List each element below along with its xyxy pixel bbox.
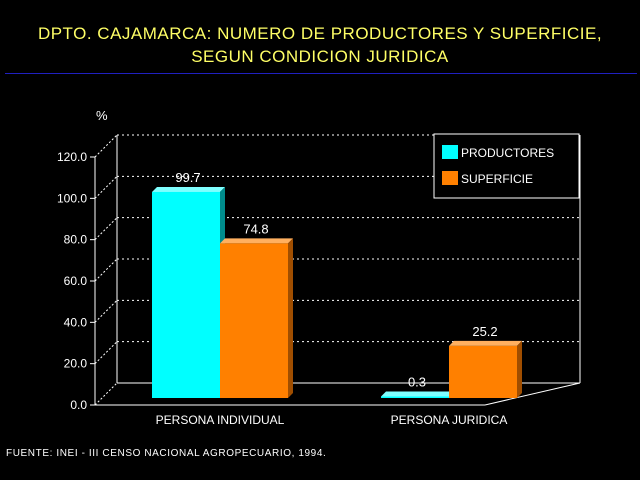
legend-swatch-0 — [442, 145, 458, 159]
grid-diagonal — [94, 341, 118, 365]
grid-diagonal — [94, 299, 118, 323]
y-tick-label: 60.0 — [64, 274, 88, 288]
legend-box — [433, 133, 580, 199]
legend-swatch-1 — [442, 171, 458, 185]
title-divider — [5, 73, 637, 74]
bar-1-1 — [449, 345, 517, 398]
bar-1-0 — [220, 243, 288, 398]
y-tick-label: 20.0 — [64, 357, 88, 371]
legend-label-1: SUPERFICIE — [461, 172, 533, 186]
y-tick-label: 40.0 — [64, 315, 88, 329]
bar-side-1-1 — [517, 340, 522, 398]
data-label: 0.3 — [408, 375, 426, 390]
bar-top-0-1 — [381, 391, 454, 397]
grid-diagonal — [94, 175, 118, 199]
title-line-1: DPTO. CAJAMARCA: NUMERO DE PRODUCTORES Y… — [37, 24, 603, 43]
bar-0-1 — [381, 396, 449, 398]
grid-diagonal — [94, 258, 118, 282]
y-tick-label: 80.0 — [64, 233, 88, 247]
bar-top-1-0 — [220, 238, 293, 244]
grid-diagonal — [94, 382, 118, 406]
source-note: FUENTE: INEI - III CENSO NACIONAL AGROPE… — [6, 448, 327, 459]
data-label: 74.8 — [243, 221, 268, 236]
bar-top-0-0 — [152, 186, 225, 192]
bar-top-1-1 — [449, 340, 522, 346]
y-axis-label: % — [96, 108, 108, 123]
data-label: 25.2 — [472, 324, 497, 339]
grid-diagonal — [94, 217, 118, 241]
bar-side-1-0 — [288, 238, 293, 398]
y-tick-label: 0.0 — [70, 398, 87, 412]
data-label: 99.7 — [175, 170, 200, 185]
title-line-2: SEGUN CONDICION JURIDICA — [191, 47, 449, 66]
grid-diagonal — [94, 134, 118, 158]
y-tick-label: 100.0 — [57, 191, 87, 205]
x-tick-label: PERSONA JURIDICA — [391, 413, 508, 427]
bar-0-0 — [152, 191, 220, 398]
chart-title: DPTO. CAJAMARCA: NUMERO DE PRODUCTORES Y… — [0, 22, 640, 68]
x-tick-label: PERSONA INDIVIDUAL — [156, 413, 285, 427]
legend-label-0: PRODUCTORES — [461, 146, 554, 160]
y-tick-label: 120.0 — [57, 150, 87, 164]
floor-right-edge — [484, 382, 581, 406]
